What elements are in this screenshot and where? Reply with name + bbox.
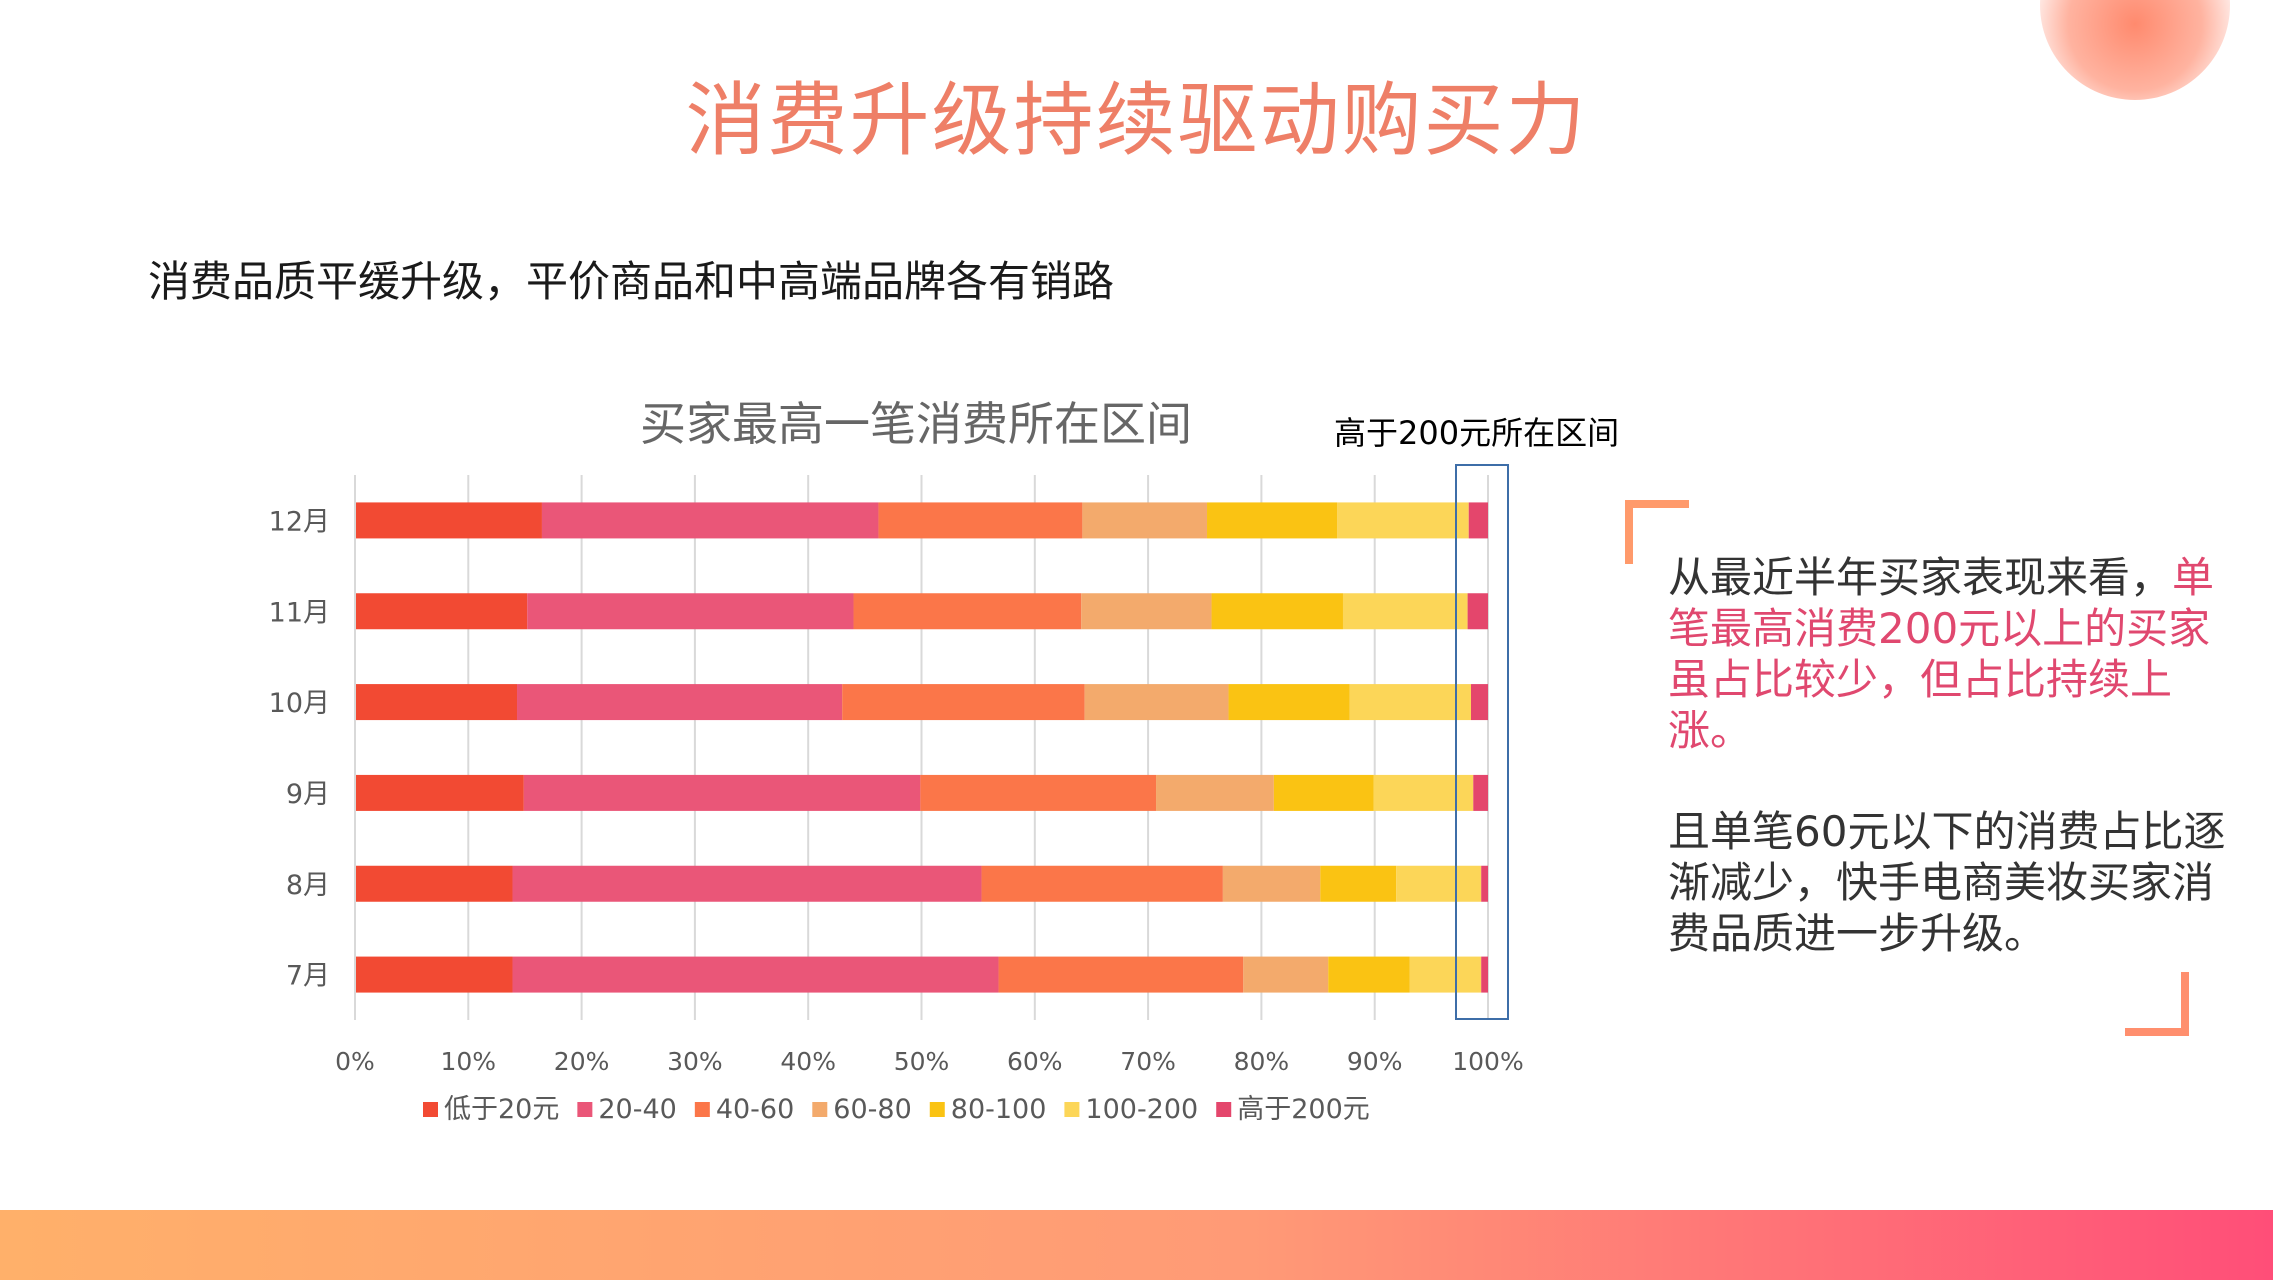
commentary-highlight: 单笔最高消费200元以上的买家虽占比较少，但占比持续上涨。 bbox=[1668, 553, 2215, 755]
y-category-label: 12月 bbox=[269, 506, 330, 537]
legend-swatch bbox=[694, 1102, 710, 1117]
side-commentary: 从最近半年买家表现来看，单笔最高消费200元以上的买家虽占比较少，但占比持续上涨… bbox=[1668, 552, 2228, 1009]
bar-segment bbox=[1481, 956, 1488, 993]
x-tick-label: 30% bbox=[667, 1047, 723, 1076]
y-category-label: 11月 bbox=[269, 597, 330, 628]
bar-segment bbox=[355, 774, 524, 811]
callout-label: 高于200元所在区间 bbox=[1334, 414, 1620, 452]
bar-segment bbox=[1081, 593, 1212, 630]
bar-segment bbox=[878, 502, 1083, 539]
x-tick-label: 60% bbox=[1007, 1047, 1063, 1076]
y-category-label: 9月 bbox=[286, 779, 330, 810]
bracket-bottom-right bbox=[2125, 972, 2189, 1036]
commentary-paragraph-1: 从最近半年买家表现来看，单笔最高消费200元以上的买家虽占比较少，但占比持续上涨… bbox=[1668, 552, 2228, 756]
bar-segment bbox=[1409, 956, 1482, 993]
x-tick-label: 70% bbox=[1120, 1047, 1176, 1076]
y-category-label: 10月 bbox=[269, 688, 330, 719]
bar-segment bbox=[842, 684, 1085, 721]
bar-segment bbox=[1396, 865, 1482, 902]
bar-segment bbox=[1328, 956, 1410, 993]
legend-label: 80-100 bbox=[951, 1094, 1047, 1125]
commentary-line-1: 从最近半年买家表现来看， bbox=[1668, 553, 2173, 602]
bar-segment bbox=[1467, 593, 1488, 630]
legend-label: 20-40 bbox=[598, 1094, 676, 1125]
legend-swatch bbox=[929, 1102, 945, 1117]
bar-segment bbox=[1207, 502, 1338, 539]
bar-segment bbox=[512, 865, 982, 902]
chart-title: 买家最高一笔消费所在区间 bbox=[640, 397, 1192, 451]
bar-segment bbox=[517, 684, 843, 721]
x-tick-label: 100% bbox=[1452, 1047, 1523, 1076]
page-title: 消费升级持续驱动购买力 bbox=[685, 74, 1588, 167]
x-tick-label: 0% bbox=[335, 1047, 375, 1076]
bar-segment bbox=[355, 593, 528, 630]
legend-swatch bbox=[423, 1102, 438, 1117]
legend-label: 100-200 bbox=[1085, 1094, 1198, 1125]
x-tick-label: 50% bbox=[894, 1047, 950, 1076]
bar-segment bbox=[1243, 956, 1329, 993]
bar-segment bbox=[512, 956, 999, 993]
bar-segment bbox=[1468, 502, 1488, 539]
page-subtitle: 消费品质平缓升级，平价商品和中高端品牌各有销路 bbox=[148, 257, 1115, 306]
x-tick-label: 20% bbox=[554, 1047, 610, 1076]
x-tick-label: 80% bbox=[1234, 1047, 1290, 1076]
y-category-label: 7月 bbox=[286, 961, 330, 992]
bar-segment bbox=[527, 593, 854, 630]
legend-swatch bbox=[1064, 1102, 1080, 1117]
legend-label: 高于200元 bbox=[1237, 1094, 1370, 1125]
legend-swatch bbox=[577, 1102, 593, 1117]
x-tick-label: 40% bbox=[780, 1047, 836, 1076]
bar-segment bbox=[981, 865, 1223, 902]
legend-label: 60-80 bbox=[833, 1094, 911, 1125]
bar-segment bbox=[1342, 593, 1468, 630]
legend-label: 低于20元 bbox=[444, 1094, 559, 1125]
y-category-label: 8月 bbox=[286, 870, 330, 901]
bar-segment bbox=[1349, 684, 1472, 721]
legend-swatch bbox=[812, 1102, 828, 1117]
bar-segment bbox=[541, 502, 879, 539]
bar-segment bbox=[355, 684, 518, 721]
bar-segment bbox=[1337, 502, 1469, 539]
x-tick-label: 90% bbox=[1347, 1047, 1403, 1076]
bar-segment bbox=[920, 774, 1157, 811]
bottom-gradient-bar bbox=[0, 1210, 2273, 1280]
bar-segment bbox=[355, 865, 513, 902]
bar-segment bbox=[1211, 593, 1343, 630]
bar-segment bbox=[523, 774, 921, 811]
bar-segment bbox=[1320, 865, 1397, 902]
bar-segment bbox=[1471, 684, 1488, 721]
bar-segment bbox=[1082, 502, 1208, 539]
bar-segment bbox=[355, 956, 513, 993]
bracket-top-left bbox=[1625, 500, 1689, 564]
bar-segment bbox=[1156, 774, 1274, 811]
bar-segment bbox=[1481, 865, 1488, 902]
bar-segment bbox=[355, 502, 542, 539]
legend-swatch bbox=[1216, 1102, 1232, 1117]
bar-segment bbox=[1273, 774, 1374, 811]
commentary-paragraph-2: 且单笔60元以下的消费占比逐渐减少，快手电商美妆买家消费品质进一步升级。 bbox=[1668, 807, 2226, 958]
bar-segment bbox=[998, 956, 1244, 993]
x-tick-label: 10% bbox=[441, 1047, 497, 1076]
bar-segment bbox=[853, 593, 1082, 630]
bar-segment bbox=[1228, 684, 1350, 721]
callout-highlight-box bbox=[1455, 464, 1509, 1020]
bar-segment bbox=[1222, 865, 1321, 902]
legend-label: 40-60 bbox=[716, 1094, 794, 1125]
bar-segment bbox=[1473, 774, 1488, 811]
bar-segment bbox=[1084, 684, 1229, 721]
